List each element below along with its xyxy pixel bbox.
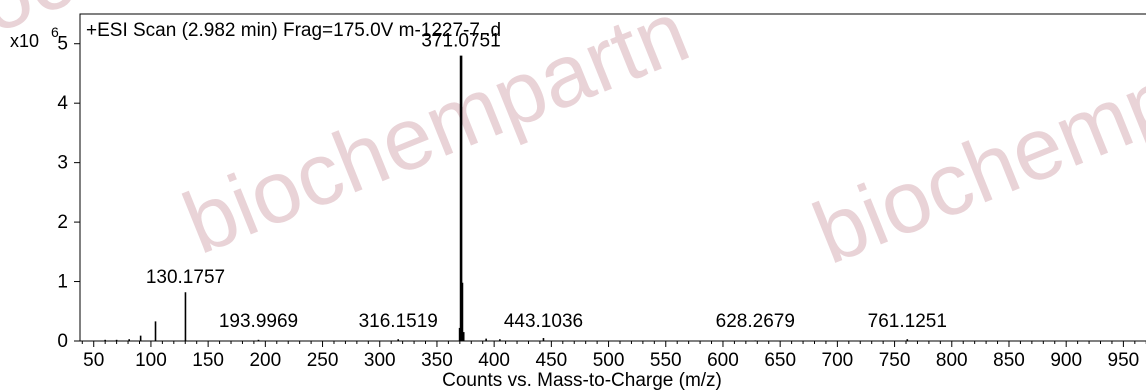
peak-label-3: 316.1519 — [359, 311, 438, 332]
watermark-text-2: biochemp — [800, 48, 1146, 283]
x-tick-label-15: 800 — [936, 350, 968, 371]
x-tick-label-1: 100 — [135, 350, 167, 371]
x-tick-label-12: 650 — [764, 350, 796, 371]
x-tick-label-16: 850 — [993, 350, 1025, 371]
x-axis-label: Counts vs. Mass-to-Charge (m/z) — [442, 370, 722, 390]
x-tick-label-4: 250 — [307, 350, 339, 371]
x-tick-label-14: 750 — [879, 350, 911, 371]
y-tick-label-0: 0 — [57, 331, 68, 352]
x-tick-label-9: 500 — [593, 350, 625, 371]
y-tick-label-3: 3 — [57, 153, 68, 174]
x-tick-label-17: 900 — [1050, 350, 1082, 371]
x-tick-label-8: 450 — [536, 350, 568, 371]
peak-label-2: 193.9969 — [219, 311, 298, 332]
x-tick-label-10: 550 — [650, 350, 682, 371]
x-tick-label-11: 600 — [707, 350, 739, 371]
y-multiplier-label: x10 — [10, 31, 39, 51]
peak-label-6: 761.1251 — [868, 311, 947, 332]
peak-series — [104, 55, 909, 341]
x-tick-label-5: 300 — [364, 350, 396, 371]
watermark-layer: biochempartn biochemp biochemp — [0, 0, 1146, 283]
y-tick-label-5: 5 — [57, 34, 68, 55]
peak-annotations: 371.0751 130.1757 193.9969 316.1519 443.1036… — [146, 31, 947, 332]
x-tick-label-3: 200 — [249, 350, 281, 371]
x-tick-label-0: 50 — [83, 350, 104, 371]
y-axis: 0 1 2 3 4 5 — [57, 34, 80, 352]
y-tick-label-4: 4 — [57, 93, 68, 114]
y-tick-label-2: 2 — [57, 212, 68, 233]
x-tick-label-2: 150 — [192, 350, 224, 371]
peak-label-5: 628.2679 — [716, 311, 795, 332]
x-tick-label-6: 350 — [421, 350, 453, 371]
x-tick-label-7: 400 — [478, 350, 510, 371]
peak-label-0: 371.0751 — [421, 31, 500, 52]
chart-title: +ESI Scan (2.982 min) Frag=175.0V m-1227… — [86, 20, 501, 41]
peak-label-1: 130.1757 — [146, 267, 225, 288]
x-tick-label-18: 950 — [1108, 350, 1140, 371]
x-axis: 50 100 150 200 250 300 350 400 450 500 550 600 650 70… — [81, 341, 1146, 371]
peak-label-4: 443.1036 — [504, 311, 583, 332]
x-tick-label-13: 700 — [822, 350, 854, 371]
y-tick-label-1: 1 — [57, 272, 68, 293]
y-exponent-label: 6 — [51, 24, 59, 40]
